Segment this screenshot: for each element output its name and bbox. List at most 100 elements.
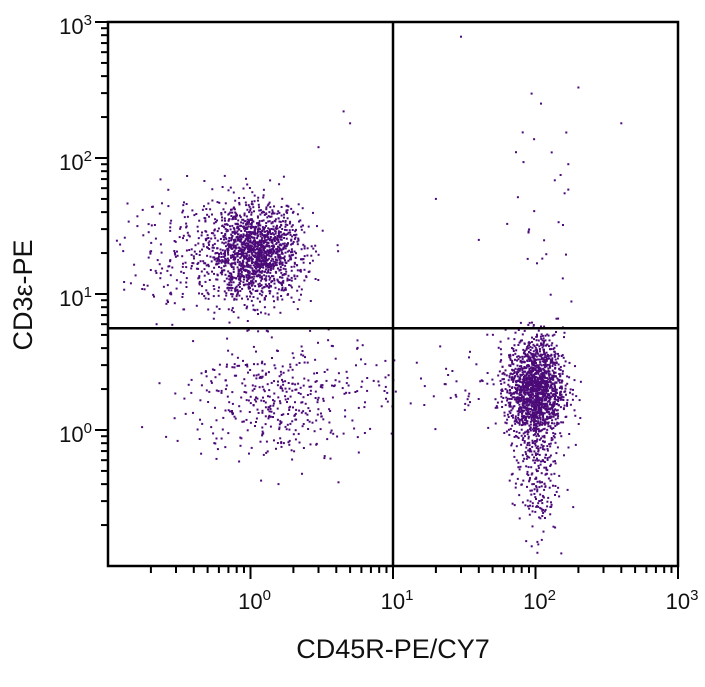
data-point (546, 390, 549, 393)
data-point (153, 295, 155, 298)
data-point (532, 356, 535, 359)
data-point (366, 377, 369, 379)
data-point (566, 488, 569, 491)
data-point (217, 258, 219, 261)
data-point (532, 343, 535, 346)
data-point (561, 354, 564, 357)
data-point (256, 261, 259, 264)
data-point (207, 272, 210, 275)
data-point (349, 122, 352, 125)
data-point (228, 237, 231, 239)
data-point (550, 395, 553, 398)
data-point (553, 353, 556, 356)
data-point (256, 237, 259, 240)
data-point (553, 374, 555, 377)
data-point (253, 233, 256, 235)
data-point (284, 273, 287, 276)
data-point (250, 282, 253, 285)
data-point (228, 239, 231, 242)
data-point (254, 233, 257, 236)
data-point (227, 308, 230, 311)
data-point (242, 222, 245, 225)
data-point (268, 211, 271, 214)
data-point (386, 400, 389, 403)
data-point (246, 227, 249, 230)
data-point (232, 242, 235, 245)
data-point (547, 369, 550, 372)
data-point (262, 245, 265, 248)
data-point (256, 397, 259, 400)
data-point (302, 243, 305, 246)
data-point (253, 270, 256, 273)
data-point (542, 440, 544, 443)
data-point (257, 285, 260, 288)
data-point (507, 416, 510, 418)
data-point (520, 365, 523, 368)
data-point (563, 336, 565, 339)
data-point (234, 258, 237, 261)
data-point (273, 306, 276, 309)
data-point (217, 259, 219, 262)
data-point (221, 219, 224, 222)
data-point (540, 411, 543, 414)
data-point (528, 408, 531, 411)
data-point (526, 420, 529, 423)
data-point (232, 281, 235, 284)
data-point (538, 422, 541, 425)
data-point (206, 254, 209, 257)
data-point (170, 219, 173, 222)
data-point (281, 287, 284, 290)
data-point (262, 388, 265, 391)
data-point (136, 215, 139, 218)
data-point (523, 389, 526, 392)
data-point (186, 231, 189, 234)
data-point (167, 188, 170, 191)
data-point (468, 356, 470, 359)
data-point (232, 311, 235, 313)
data-point (259, 266, 262, 269)
data-point (263, 250, 266, 253)
data-point (553, 372, 556, 375)
data-point (242, 359, 244, 362)
data-point (531, 483, 534, 486)
data-point (262, 227, 265, 230)
data-point (216, 274, 219, 277)
data-point (496, 401, 499, 404)
data-point (534, 399, 537, 402)
data-point (260, 376, 263, 379)
data-point (547, 407, 550, 410)
data-point (467, 404, 470, 407)
data-point (200, 384, 203, 387)
data-point (346, 376, 349, 379)
data-point (242, 218, 245, 221)
data-point (540, 325, 542, 328)
data-point (536, 404, 539, 406)
data-point (434, 428, 437, 431)
data-point (301, 207, 304, 210)
data-point (510, 409, 513, 412)
data-point (540, 364, 543, 367)
data-point (543, 325, 546, 328)
data-point (540, 429, 543, 432)
data-point (554, 418, 557, 421)
data-point (245, 228, 247, 231)
data-point (242, 275, 245, 278)
data-point (202, 243, 205, 246)
data-point (252, 273, 255, 275)
data-point (239, 267, 242, 270)
data-point (546, 384, 549, 387)
data-point (529, 428, 531, 431)
data-point (267, 220, 270, 223)
data-point (549, 513, 552, 516)
data-point (536, 352, 539, 355)
data-point (356, 347, 359, 350)
data-point (549, 348, 551, 351)
data-point (292, 210, 295, 213)
data-point (554, 390, 557, 393)
data-point (331, 384, 333, 387)
data-point (534, 390, 537, 392)
data-point (298, 441, 301, 444)
data-point (284, 228, 286, 231)
data-point (198, 275, 201, 278)
data-point (524, 431, 526, 434)
